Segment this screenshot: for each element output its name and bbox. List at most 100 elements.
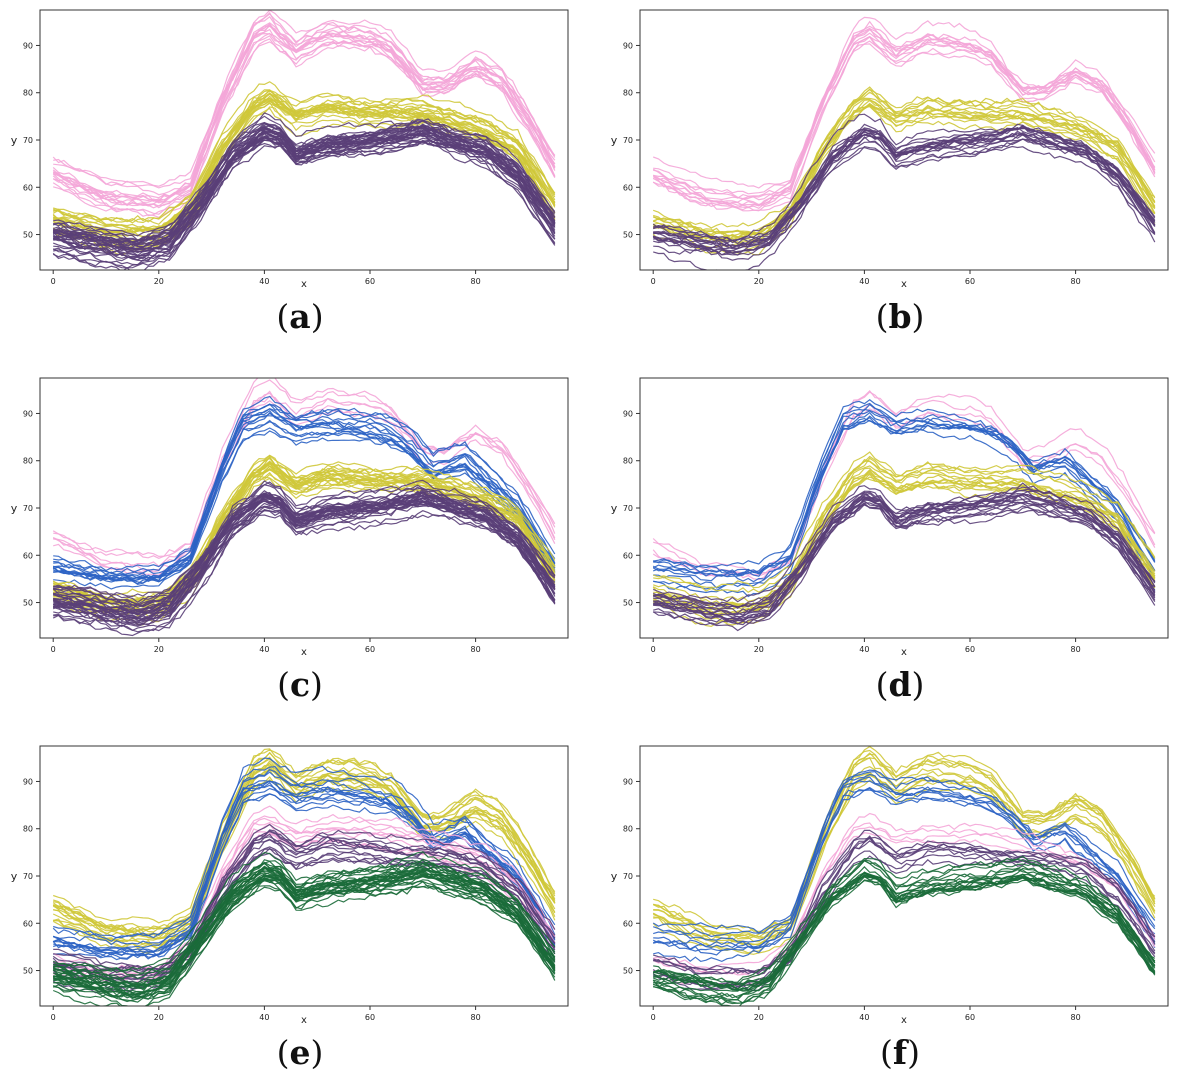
series-lines: [652, 746, 1156, 1006]
x-tick-label: 80: [471, 645, 481, 654]
panel-a-letter: a: [289, 297, 311, 336]
series-line-purple: [652, 125, 1156, 242]
series-line-pink: [53, 400, 556, 559]
series-line-yellow: [653, 455, 1156, 610]
series-line-pink: [52, 22, 556, 207]
series-line-yellow: [652, 476, 1156, 610]
series-line-green: [52, 851, 556, 996]
series-line-yellow: [653, 753, 1156, 940]
series-line-blue: [53, 395, 556, 586]
panel-b: 0 20 40 60 80 50 60 70 80 90 x y (b): [600, 0, 1200, 355]
series-line-yellow: [52, 89, 556, 225]
series-line-yellow: [52, 102, 556, 232]
x-axis-label: x: [301, 1015, 307, 1026]
series-line-blue: [53, 781, 556, 957]
panel-d-caption: (d): [875, 665, 925, 704]
series-line-blue: [52, 427, 556, 582]
series-line-pink: [53, 15, 556, 217]
series-line-green: [653, 871, 1156, 1005]
series-lines: [52, 378, 556, 637]
y-tick-label: 50: [623, 599, 633, 608]
series-line-blue: [652, 402, 1156, 574]
series-line-blue: [52, 780, 556, 939]
series-line-purple: [52, 830, 556, 970]
x-tick-label: 80: [1071, 277, 1081, 286]
series-line-blue: [653, 417, 1156, 577]
series-line-pink: [52, 23, 556, 189]
y-tick-label: 70: [23, 504, 33, 513]
series-line-purple: [653, 131, 1156, 247]
y-tick-label: 50: [23, 231, 33, 240]
series-line-yellow: [653, 99, 1156, 245]
y-axis-label: y: [611, 134, 618, 147]
series-line-blue: [653, 788, 1156, 943]
series-line-purple: [53, 500, 556, 633]
x-tick-label: 60: [965, 277, 975, 286]
series-line-yellow: [653, 104, 1156, 241]
series-line-purple: [53, 500, 556, 628]
panel-a: 0 20 40 60 80 50 60 70 80 90 x y (a): [0, 0, 600, 355]
panel-f-letter: f: [892, 1033, 908, 1072]
x-tick-label: 40: [259, 645, 269, 654]
series-line-purple: [52, 112, 556, 250]
x-tick-label: 20: [754, 1013, 764, 1022]
panel-e-caption: (e): [276, 1033, 324, 1072]
series-line-purple: [653, 502, 1156, 625]
series-line-purple: [653, 829, 1156, 976]
series-line-yellow: [652, 771, 1156, 955]
x-tick-label: 60: [965, 1013, 975, 1022]
series-line-blue: [53, 412, 556, 572]
series-line-purple: [653, 493, 1156, 616]
series-line-purple: [52, 500, 556, 610]
chart-a: 0 20 40 60 80 50 60 70 80 90 x y: [11, 9, 569, 290]
series-line-blue: [652, 411, 1156, 576]
y-tick-label: 70: [23, 872, 33, 881]
series-line-yellow: [652, 477, 1156, 603]
y-tick-label: 50: [23, 967, 33, 976]
series-line-yellow: [53, 454, 556, 602]
series-line-blue: [53, 765, 556, 942]
series-line-pink: [52, 378, 556, 558]
series-lines: [652, 390, 1156, 632]
series-line-pink: [53, 395, 556, 572]
y-axis-label: y: [11, 502, 18, 515]
series-line-green: [653, 873, 1156, 990]
series-line-purple: [652, 113, 1156, 242]
x-tick-label: 60: [365, 645, 375, 654]
series-line-yellow: [652, 472, 1156, 611]
series-line-green: [53, 851, 556, 975]
series-line-blue: [653, 773, 1156, 963]
series-line-purple: [653, 127, 1156, 255]
series-line-pink: [652, 27, 1156, 200]
series-line-blue: [652, 776, 1156, 934]
series-line-green: [653, 857, 1156, 992]
series-line-blue: [653, 787, 1156, 956]
chart-b: 0 20 40 60 80 50 60 70 80 90 x y: [611, 9, 1169, 290]
x-tick-label: 20: [754, 277, 764, 286]
x-tick-label: 60: [965, 645, 975, 654]
series-line-blue: [652, 408, 1156, 583]
y-tick-label: 80: [23, 89, 33, 98]
panel-c: 0 20 40 60 80 50 60 70 80 90 x y (c): [0, 368, 600, 723]
series-line-yellow: [652, 752, 1156, 943]
y-tick-label: 50: [623, 967, 633, 976]
y-tick-label: 90: [623, 41, 633, 50]
x-tick-label: 80: [1071, 1013, 1081, 1022]
y-tick-label: 60: [623, 551, 633, 560]
series-line-blue: [652, 415, 1156, 582]
series-line-green: [53, 859, 556, 998]
series-line-yellow: [652, 459, 1156, 628]
x-tick-label: 40: [859, 645, 869, 654]
panel-d-letter: d: [888, 665, 912, 704]
y-tick-label: 80: [623, 89, 633, 98]
series-line-yellow: [53, 751, 556, 930]
x-tick-label: 80: [1071, 645, 1081, 654]
series-line-pink: [52, 379, 556, 567]
series-line-blue: [53, 780, 556, 952]
y-tick-label: 60: [23, 551, 33, 560]
series-line-pink: [652, 40, 1156, 212]
y-axis-label: y: [11, 134, 18, 147]
series-line-pink: [52, 10, 556, 202]
x-tick-label: 40: [859, 1013, 869, 1022]
series-line-purple: [53, 498, 556, 615]
